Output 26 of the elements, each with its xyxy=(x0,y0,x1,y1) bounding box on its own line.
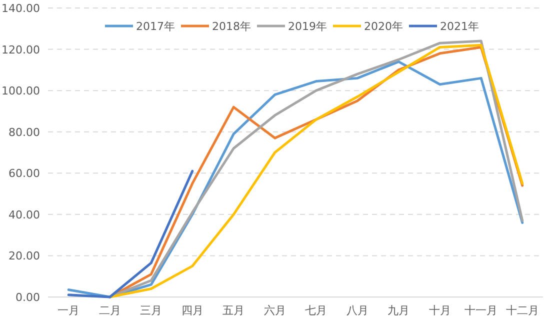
legend-label: 2020年 xyxy=(364,20,403,33)
x-tick-label: 一月 xyxy=(58,304,80,317)
x-tick-label: 十月 xyxy=(428,304,451,317)
x-tick-label: 十一月 xyxy=(464,304,498,317)
x-tick-label: 三月 xyxy=(140,304,162,317)
y-tick-label: 20.00 xyxy=(8,250,40,263)
y-tick-label: 40.00 xyxy=(8,208,40,222)
legend-label: 2019年 xyxy=(288,20,327,33)
x-tick-label: 五月 xyxy=(222,304,245,317)
x-tick-label: 八月 xyxy=(346,304,368,317)
x-tick-label: 六月 xyxy=(264,304,286,317)
x-tick-label: 九月 xyxy=(388,304,410,317)
y-tick-label: 120.00 xyxy=(2,43,40,56)
y-tick-label: 60.00 xyxy=(8,167,40,180)
y-tick-label: 80.00 xyxy=(8,126,40,139)
legend-label: 2021年 xyxy=(440,20,479,33)
legend-label: 2017年 xyxy=(136,20,175,33)
y-tick-label: 100.00 xyxy=(2,84,40,98)
x-tick-label: 七月 xyxy=(305,304,328,317)
legend-label: 2018年 xyxy=(212,20,251,33)
x-tick-label: 二月 xyxy=(98,304,121,317)
line-series xyxy=(67,170,194,298)
x-tick-label: 四月 xyxy=(181,304,204,317)
y-tick-label: 0.00 xyxy=(16,291,40,304)
x-tick-label: 十二月 xyxy=(506,304,539,317)
y-tick-label: 140.00 xyxy=(2,2,40,15)
